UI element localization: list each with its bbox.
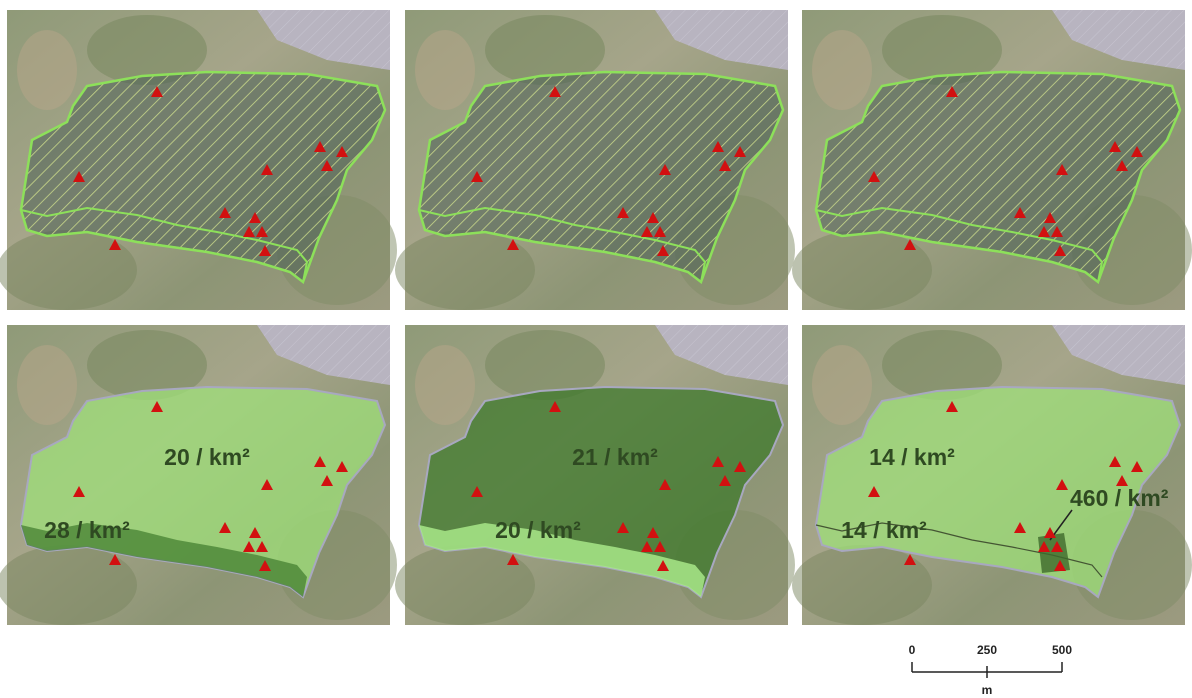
density-label: 20 / km² (164, 444, 250, 470)
scale-tick-label: 250 (977, 643, 997, 657)
scale-tick-label: 0 (909, 643, 916, 657)
scale-bar: m 0 250 500 (909, 643, 1073, 697)
map-panel: 20 / km² 28 / km² (0, 325, 397, 625)
density-label: 28 / km² (44, 517, 130, 543)
figure: 20 / km² 28 / km² 21 / km² 20 / km² 14 /… (0, 0, 1192, 698)
map-panel (395, 10, 795, 310)
scale-tick-label: 500 (1052, 643, 1072, 657)
density-label: 14 / km² (869, 444, 955, 470)
map-panel: 21 / km² 20 / km² (395, 325, 795, 625)
density-label: 21 / km² (572, 444, 658, 470)
density-label: 20 / km² (495, 517, 581, 543)
scale-unit: m (982, 683, 993, 697)
map-panel (0, 10, 397, 310)
map-panel (792, 10, 1192, 310)
density-label: 14 / km² (841, 517, 927, 543)
density-label: 460 / km² (1070, 485, 1169, 511)
map-panel: 14 / km² 14 / km² 460 / km² (792, 325, 1192, 625)
page: {"panels": [ {"labels": []}, {"labels": … (0, 0, 1192, 698)
